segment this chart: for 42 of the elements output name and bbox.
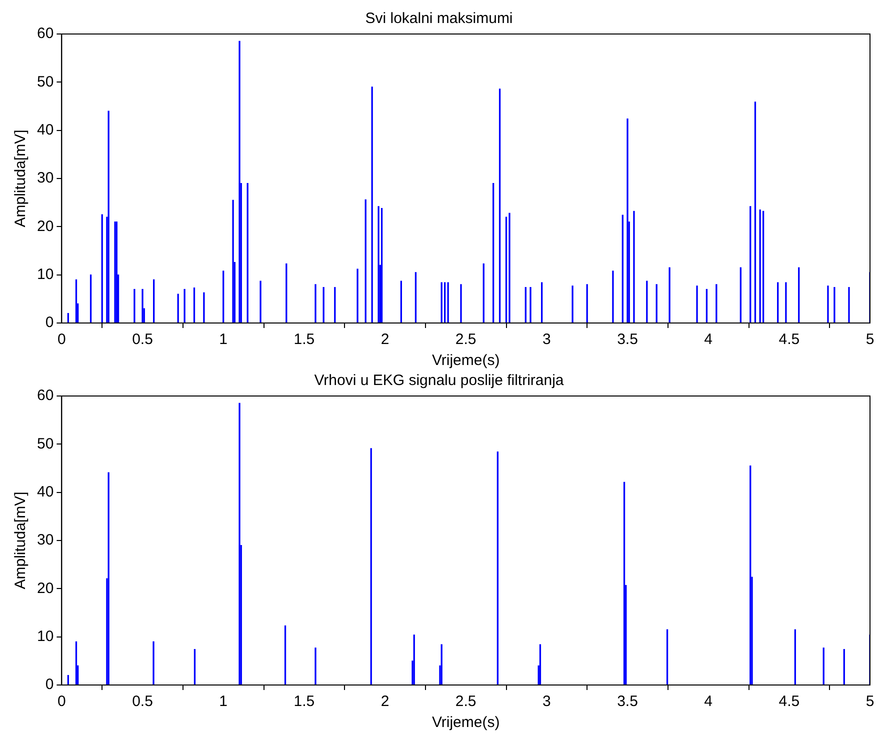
x-tick-label: 2 [380, 693, 390, 710]
y-tick-label: 50 [36, 435, 54, 452]
y-tick-label: 0 [45, 314, 54, 332]
x-tick-label: 0.5 [132, 331, 153, 348]
y-tick-label: 60 [36, 387, 54, 404]
x-tick-label: 4.5 [778, 331, 800, 348]
y-axis-title: Amplituda[mV] [12, 492, 30, 590]
x-tick-label: 4 [704, 693, 713, 710]
x-tick-label: 0.5 [132, 693, 153, 710]
chart-title: Svi lokalni maksimumi [365, 10, 513, 28]
x-tick-label: 5 [866, 693, 874, 710]
x-tick-label: 0 [58, 693, 66, 710]
y-tick-label: 40 [36, 121, 54, 138]
x-tick-label: 2 [380, 331, 390, 348]
chart-title: Vrhovi u EKG signalu poslije filtriranja [314, 372, 564, 390]
y-tick-label: 30 [36, 532, 54, 549]
x-axis-title: Vrijeme(s) [432, 714, 500, 732]
x-tick-label: 4 [704, 331, 713, 348]
y-tick-label: 0 [45, 676, 54, 694]
y-tick-label: 50 [36, 73, 54, 90]
x-axis-title: Vrijeme(s) [432, 352, 500, 370]
y-tick-label: 40 [36, 483, 54, 500]
y-tick-label: 10 [36, 628, 54, 645]
y-tick-label: 10 [36, 266, 54, 283]
y-axis-title: Amplituda[mV] [12, 130, 30, 228]
y-tick-label: 20 [36, 218, 54, 235]
x-tick-label: 3 [542, 693, 551, 710]
x-tick-label: 3 [542, 331, 551, 348]
x-tick-label: 1.5 [294, 331, 315, 348]
x-tick-label: 4.5 [778, 693, 800, 710]
x-tick-label: 2.5 [455, 693, 476, 710]
x-tick-label: 1 [219, 693, 228, 710]
y-tick-label: 20 [36, 580, 54, 597]
x-tick-label: 0 [58, 331, 66, 348]
y-tick-label: 30 [36, 170, 54, 187]
x-tick-label: 1.5 [294, 693, 315, 710]
x-tick-label: 5 [866, 331, 874, 348]
x-tick-label: 3.5 [617, 693, 638, 710]
x-tick-label: 2.5 [455, 331, 476, 348]
x-tick-label: 1 [219, 331, 228, 348]
y-tick-label: 60 [36, 25, 54, 42]
x-tick-label: 3.5 [617, 331, 638, 348]
